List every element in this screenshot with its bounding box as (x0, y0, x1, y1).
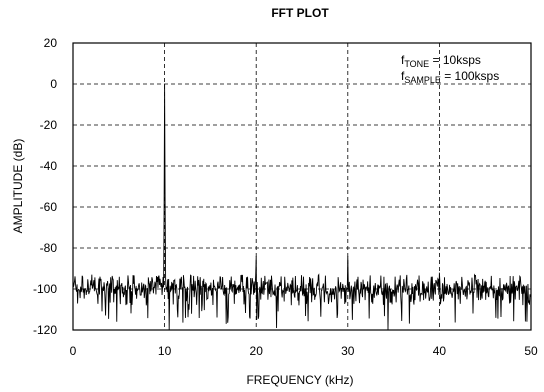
x-tick-label-5: 50 (524, 344, 538, 358)
fft-trace (72, 83, 532, 331)
x-tick-label-1: 10 (158, 344, 172, 358)
y-tick-label-7: -120 (33, 323, 57, 337)
annotation-box: fTONE = 10ksps fSAMPLE = 100ksps (401, 53, 499, 85)
y-tick-label-0: 20 (44, 36, 58, 50)
y-tick-label-1: 0 (50, 77, 57, 91)
y-tick-labels: 20 0 -20 -40 -60 -80 -100 -120 (33, 36, 57, 337)
x-axis-label: FREQUENCY (kHz) (246, 373, 353, 387)
y-tick-label-3: -40 (40, 159, 58, 173)
chart-title: FFT PLOT (271, 6, 329, 20)
plot-frame (72, 42, 532, 331)
x-tick-label-4: 40 (433, 344, 447, 358)
x-tick-label-3: 30 (341, 344, 355, 358)
x-tick-label-0: 0 (70, 344, 77, 358)
x-tick-label-2: 20 (250, 344, 264, 358)
y-axis-label: AMPLITUDE (dB) (11, 139, 25, 234)
annotation-tone: fTONE = 10ksps (401, 53, 481, 69)
annotation-sample: fSAMPLE = 100ksps (401, 69, 499, 85)
y-tick-label-6: -100 (33, 282, 57, 296)
x-tick-labels: 0 10 20 30 40 50 (70, 344, 538, 358)
y-tick-label-4: -60 (40, 200, 58, 214)
y-tick-label-5: -80 (40, 241, 58, 255)
y-tick-label-2: -20 (40, 118, 58, 132)
